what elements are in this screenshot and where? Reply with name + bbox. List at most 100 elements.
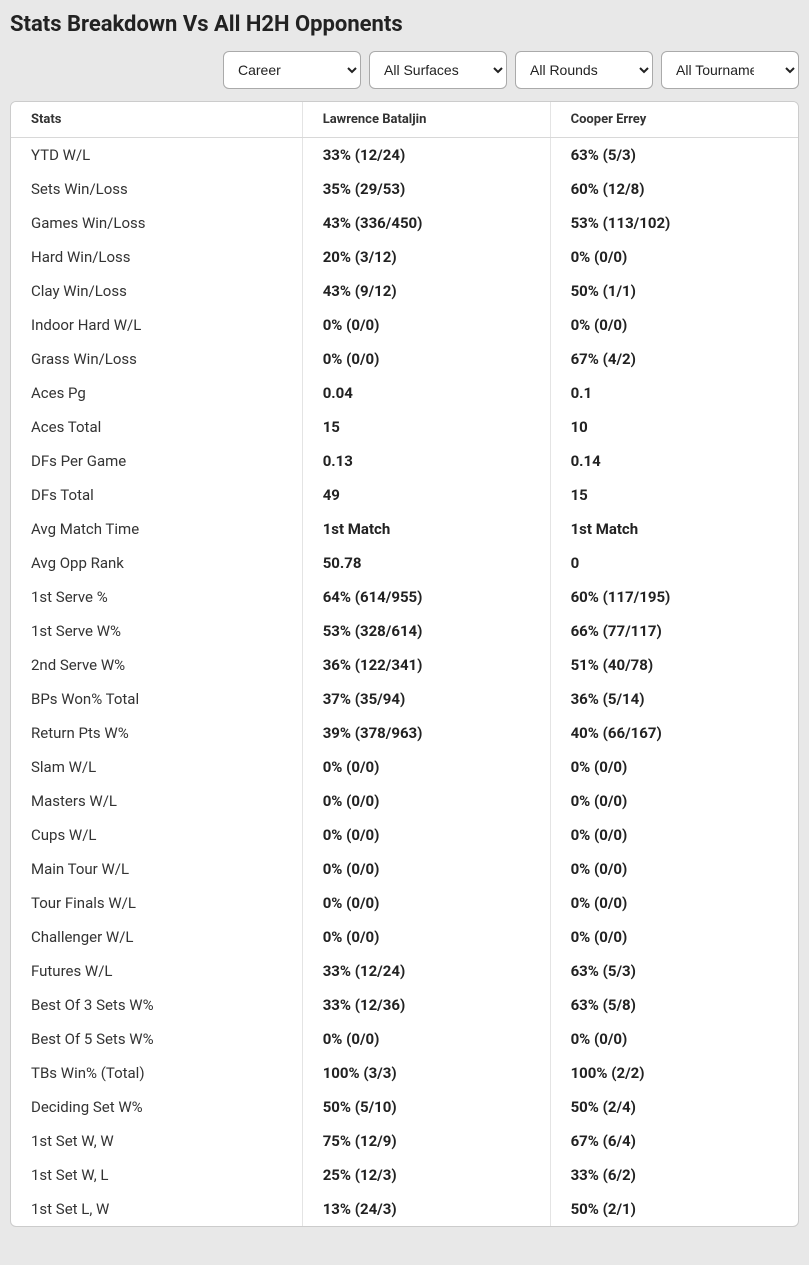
player1-value: 20% (3/12)	[302, 240, 550, 274]
player1-value: 0% (0/0)	[302, 784, 550, 818]
stat-label: Tour Finals W/L	[11, 886, 302, 920]
player2-value: 0% (0/0)	[550, 750, 798, 784]
player1-value: 100% (3/3)	[302, 1056, 550, 1090]
player2-value: 51% (40/78)	[550, 648, 798, 682]
player1-value: 39% (378/963)	[302, 716, 550, 750]
stat-label: Futures W/L	[11, 954, 302, 988]
stat-label: Best Of 5 Sets W%	[11, 1022, 302, 1056]
player2-value: 0% (0/0)	[550, 920, 798, 954]
player2-value: 0% (0/0)	[550, 818, 798, 852]
stat-label: Clay Win/Loss	[11, 274, 302, 308]
table-row: Return Pts W%39% (378/963)40% (66/167)	[11, 716, 798, 750]
player1-value: 15	[302, 410, 550, 444]
stat-label: Return Pts W%	[11, 716, 302, 750]
player2-value: 0% (0/0)	[550, 240, 798, 274]
table-row: TBs Win% (Total)100% (3/3)100% (2/2)	[11, 1056, 798, 1090]
stat-label: Games Win/Loss	[11, 206, 302, 240]
table-row: Sets Win/Loss35% (29/53)60% (12/8)	[11, 172, 798, 206]
player2-value: 63% (5/3)	[550, 138, 798, 173]
player2-value: 53% (113/102)	[550, 206, 798, 240]
player1-value: 0% (0/0)	[302, 818, 550, 852]
stat-label: DFs Total	[11, 478, 302, 512]
player2-value: 50% (1/1)	[550, 274, 798, 308]
player1-value: 25% (12/3)	[302, 1158, 550, 1192]
table-row: DFs Per Game0.130.14	[11, 444, 798, 478]
stat-label: Avg Opp Rank	[11, 546, 302, 580]
stat-label: 1st Set W, L	[11, 1158, 302, 1192]
table-row: Cups W/L0% (0/0)0% (0/0)	[11, 818, 798, 852]
table-row: Hard Win/Loss20% (3/12)0% (0/0)	[11, 240, 798, 274]
stat-label: Indoor Hard W/L	[11, 308, 302, 342]
stat-label: TBs Win% (Total)	[11, 1056, 302, 1090]
table-header-row: Stats Lawrence Bataljin Cooper Errey	[11, 102, 798, 138]
player1-value: 43% (9/12)	[302, 274, 550, 308]
stat-label: Aces Total	[11, 410, 302, 444]
player1-value: 50% (5/10)	[302, 1090, 550, 1124]
player1-value: 53% (328/614)	[302, 614, 550, 648]
player1-value: 35% (29/53)	[302, 172, 550, 206]
stat-label: Deciding Set W%	[11, 1090, 302, 1124]
table-row: BPs Won% Total37% (35/94)36% (5/14)	[11, 682, 798, 716]
stat-label: Challenger W/L	[11, 920, 302, 954]
player1-value: 33% (12/24)	[302, 954, 550, 988]
surface-select[interactable]: All Surfaces	[369, 51, 507, 89]
round-select[interactable]: All Rounds	[515, 51, 653, 89]
stat-label: Sets Win/Loss	[11, 172, 302, 206]
player2-value: 67% (6/4)	[550, 1124, 798, 1158]
col-stats: Stats	[11, 102, 302, 138]
player1-value: 64% (614/955)	[302, 580, 550, 614]
stat-label: Hard Win/Loss	[11, 240, 302, 274]
stat-label: 1st Set W, W	[11, 1124, 302, 1158]
stats-table: Stats Lawrence Bataljin Cooper Errey YTD…	[11, 102, 798, 1226]
player2-value: 66% (77/117)	[550, 614, 798, 648]
player1-value: 50.78	[302, 546, 550, 580]
player1-value: 0% (0/0)	[302, 1022, 550, 1056]
table-row: DFs Total4915	[11, 478, 798, 512]
player1-value: 49	[302, 478, 550, 512]
stat-label: Grass Win/Loss	[11, 342, 302, 376]
player2-value: 10	[550, 410, 798, 444]
player1-value: 13% (24/3)	[302, 1192, 550, 1226]
player2-value: 0% (0/0)	[550, 784, 798, 818]
player2-value: 0.14	[550, 444, 798, 478]
stat-label: Best Of 3 Sets W%	[11, 988, 302, 1022]
table-row: Aces Total1510	[11, 410, 798, 444]
player2-value: 0.1	[550, 376, 798, 410]
player1-value: 33% (12/36)	[302, 988, 550, 1022]
tournament-select[interactable]: All Tournaments	[661, 51, 799, 89]
page-title: Stats Breakdown Vs All H2H Opponents	[8, 8, 801, 51]
table-row: 1st Serve %64% (614/955)60% (117/195)	[11, 580, 798, 614]
period-select[interactable]: Career	[223, 51, 361, 89]
player2-value: 60% (117/195)	[550, 580, 798, 614]
player2-value: 0% (0/0)	[550, 1022, 798, 1056]
table-row: Games Win/Loss43% (336/450)53% (113/102)	[11, 206, 798, 240]
stat-label: Masters W/L	[11, 784, 302, 818]
table-row: Slam W/L0% (0/0)0% (0/0)	[11, 750, 798, 784]
stat-label: Aces Pg	[11, 376, 302, 410]
stat-label: 2nd Serve W%	[11, 648, 302, 682]
player1-value: 1st Match	[302, 512, 550, 546]
col-player1: Lawrence Bataljin	[302, 102, 550, 138]
table-row: Main Tour W/L0% (0/0)0% (0/0)	[11, 852, 798, 886]
player1-value: 0.13	[302, 444, 550, 478]
player1-value: 0% (0/0)	[302, 342, 550, 376]
player1-value: 36% (122/341)	[302, 648, 550, 682]
table-row: 1st Set W, W75% (12/9)67% (6/4)	[11, 1124, 798, 1158]
player2-value: 0% (0/0)	[550, 886, 798, 920]
stat-label: 1st Set L, W	[11, 1192, 302, 1226]
player1-value: 0% (0/0)	[302, 886, 550, 920]
player1-value: 0% (0/0)	[302, 750, 550, 784]
table-row: Tour Finals W/L0% (0/0)0% (0/0)	[11, 886, 798, 920]
player2-value: 50% (2/1)	[550, 1192, 798, 1226]
stat-label: Avg Match Time	[11, 512, 302, 546]
table-row: 2nd Serve W%36% (122/341)51% (40/78)	[11, 648, 798, 682]
player2-value: 0% (0/0)	[550, 308, 798, 342]
table-row: 1st Serve W%53% (328/614)66% (77/117)	[11, 614, 798, 648]
player2-value: 0	[550, 546, 798, 580]
player2-value: 1st Match	[550, 512, 798, 546]
stat-label: Slam W/L	[11, 750, 302, 784]
player2-value: 63% (5/3)	[550, 954, 798, 988]
player2-value: 36% (5/14)	[550, 682, 798, 716]
table-row: Best Of 3 Sets W%33% (12/36)63% (5/8)	[11, 988, 798, 1022]
stat-label: BPs Won% Total	[11, 682, 302, 716]
